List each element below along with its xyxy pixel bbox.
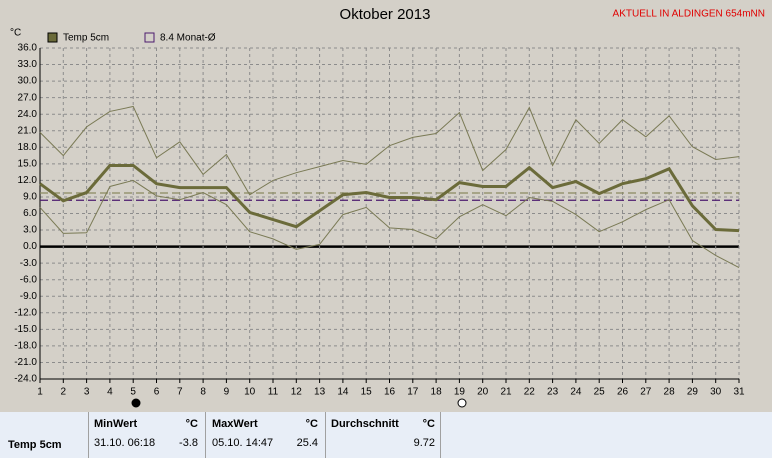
stats-table: MinWert °C MaxWert °C Durchschnitt °C Temp 5cm… <box>0 412 772 458</box>
x-tick-label: 17 <box>407 387 419 398</box>
y-tick-label: -12.0 <box>14 307 37 318</box>
x-tick-label: 3 <box>84 387 90 398</box>
y-tick-label: -18.0 <box>14 341 37 352</box>
data-line <box>39 164 740 233</box>
table-cell: -3.8 <box>179 437 198 449</box>
x-tick-label: 14 <box>337 387 349 398</box>
y-tick-label: 18.0 <box>18 142 38 153</box>
y-axis-label: °C <box>10 28 21 39</box>
y-tick-label: -21.0 <box>14 357 37 368</box>
x-tick-label: 7 <box>177 387 183 398</box>
y-tick-label: 3.0 <box>23 225 37 236</box>
x-tick-label: 15 <box>361 387 373 398</box>
x-tick-label: 23 <box>547 387 559 398</box>
y-tick-label: 9.0 <box>23 192 37 203</box>
legend-swatch <box>47 32 58 43</box>
x-tick-label: 30 <box>710 387 722 398</box>
y-tick-label: 0.0 <box>23 241 37 252</box>
y-tick-label: 33.0 <box>18 59 38 70</box>
table-cell: °C <box>305 418 318 430</box>
moon-new <box>131 398 141 408</box>
x-tick-label: 4 <box>107 387 113 398</box>
y-tick-label: 21.0 <box>18 125 38 136</box>
table-cell: Durchschnitt <box>331 418 399 430</box>
table-cell: 25.4 <box>296 437 318 449</box>
legend-swatch <box>144 32 155 43</box>
table-divider <box>88 412 89 458</box>
x-tick-label: 28 <box>664 387 676 398</box>
y-tick-label: -15.0 <box>14 324 37 335</box>
x-tick-label: 29 <box>687 387 699 398</box>
table-cell: °C <box>422 418 435 430</box>
x-tick-label: 12 <box>291 387 303 398</box>
table-cell: 05.10. 14:47 <box>212 437 274 449</box>
x-tick-label: 1 <box>37 387 43 398</box>
y-tick-label: 30.0 <box>18 76 38 87</box>
y-tick-label: -9.0 <box>20 291 38 302</box>
x-tick-label: 31 <box>733 387 745 398</box>
chart: Oktober 2013 AKTUELL IN ALDINGEN 654mNN … <box>10 6 765 408</box>
table-cell: MinWert <box>94 418 138 430</box>
y-tick-label: -24.0 <box>14 374 37 385</box>
y-tick-label: 15.0 <box>18 158 38 169</box>
x-tick-label: 16 <box>384 387 396 398</box>
x-tick-label: 5 <box>130 387 136 398</box>
y-tick-label: -6.0 <box>20 274 38 285</box>
x-tick-label: 2 <box>61 387 67 398</box>
x-tick-label: 24 <box>570 387 582 398</box>
x-tick-label: 10 <box>244 387 256 398</box>
table-divider <box>440 412 441 458</box>
x-tick-label: 8 <box>200 387 206 398</box>
x-tick-label: 25 <box>594 387 606 398</box>
chart-subtitle: AKTUELL IN ALDINGEN 654mNN <box>613 9 765 20</box>
x-tick-label: 11 <box>268 387 279 398</box>
x-tick-label: 19 <box>454 387 466 398</box>
y-tick-label: 12.0 <box>18 175 38 186</box>
chart-title: Oktober 2013 <box>340 6 431 23</box>
y-tick-label: 24.0 <box>18 109 38 120</box>
y-tick-label: 6.0 <box>23 208 37 219</box>
table-cell: °C <box>185 418 198 430</box>
x-tick-label: 27 <box>640 387 652 398</box>
x-tick-label: 21 <box>500 387 512 398</box>
x-tick-label: 9 <box>224 387 230 398</box>
x-tick-label: 13 <box>314 387 326 398</box>
y-tick-label: 27.0 <box>18 92 38 103</box>
table-cell: 31.10. 06:18 <box>94 437 156 449</box>
table-cell: 9.72 <box>413 437 435 449</box>
legend-label: Temp 5cm <box>63 33 109 44</box>
x-tick-label: 6 <box>154 387 160 398</box>
x-tick-label: 18 <box>431 387 443 398</box>
legend-label: 8.4 Monat-Ø <box>160 33 216 44</box>
table-divider <box>205 412 206 458</box>
data-line <box>39 105 740 196</box>
data-line <box>39 179 740 269</box>
x-tick-label: 20 <box>477 387 489 398</box>
table-divider <box>325 412 326 458</box>
table-cell: Temp 5cm <box>8 439 62 451</box>
table-cell: MaxWert <box>212 418 258 430</box>
y-tick-label: -3.0 <box>20 258 38 269</box>
x-tick-label: 26 <box>617 387 629 398</box>
moon-full <box>457 398 467 408</box>
x-tick-label: 22 <box>524 387 536 398</box>
y-tick-label: 36.0 <box>18 43 38 54</box>
